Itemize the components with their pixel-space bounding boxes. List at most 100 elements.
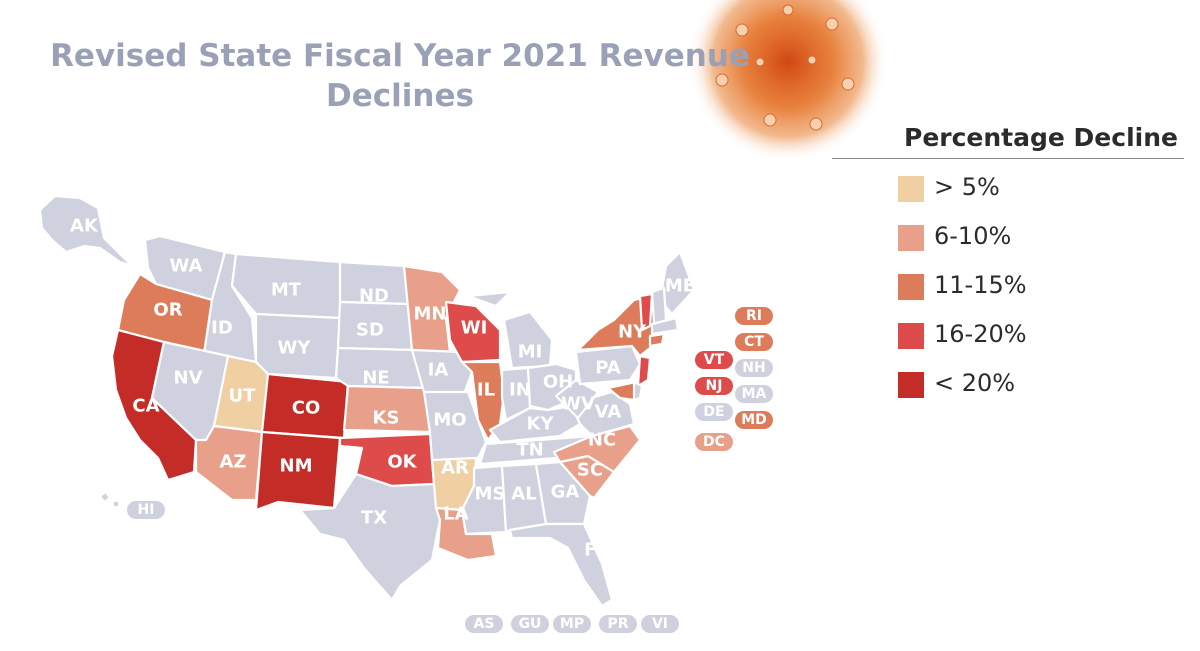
state-AK[interactable] (38, 194, 134, 268)
state-label-AR: AR (441, 458, 469, 479)
state-label-OH: OH (543, 372, 573, 393)
state-label-IA: IA (428, 360, 449, 381)
state-GA[interactable] (534, 460, 592, 526)
legend-label: 6-10% (934, 222, 1012, 250)
state-MO[interactable] (422, 390, 488, 462)
coronavirus-illustration (688, 0, 888, 162)
state-label-WY: WY (278, 338, 312, 359)
pill-label-HI: HI (138, 502, 155, 518)
state-NM[interactable] (254, 430, 342, 512)
pill-PR[interactable] (599, 615, 637, 633)
pill-MP[interactable] (553, 615, 591, 633)
pill-label-NH: NH (742, 360, 765, 376)
state-label-PA: PA (595, 358, 621, 379)
state-label-OK: OK (387, 452, 417, 473)
legend-title: Percentage Decline (904, 123, 1178, 152)
pill-label-RI: RI (746, 308, 762, 324)
legend-swatch (898, 225, 924, 251)
pill-DC[interactable] (695, 433, 733, 451)
state-label-UT: UT (229, 386, 257, 407)
legend-swatch (898, 372, 924, 398)
pill-label-CT: CT (744, 334, 764, 350)
state-label-AK: AK (70, 216, 99, 237)
pill-VT[interactable] (695, 351, 733, 369)
state-DE[interactable] (632, 380, 644, 402)
state-label-KS: KS (373, 408, 400, 429)
legend-label: 16-20% (934, 320, 1027, 348)
state-FL[interactable] (508, 522, 614, 608)
state-HI[interactable] (98, 490, 122, 510)
state-label-ME: ME (665, 276, 695, 297)
state-label-WA: WA (170, 256, 203, 277)
state-TX[interactable] (298, 472, 442, 602)
state-label-MN: MN (414, 304, 447, 325)
state-label-MI: MI (518, 342, 543, 363)
state-MI[interactable] (466, 290, 554, 370)
map-title-line-1: Revised State Fiscal Year 2021 Revenue (50, 38, 750, 74)
state-NJ[interactable] (636, 354, 652, 388)
pill-label-GU: GU (519, 616, 542, 632)
pill-label-NJ: NJ (706, 378, 723, 394)
state-label-NV: NV (174, 368, 203, 389)
state-label-LA: LA (443, 504, 468, 525)
state-label-IN: IN (509, 380, 531, 401)
state-label-WI: WI (461, 318, 488, 339)
pill-NH[interactable] (735, 359, 773, 377)
state-label-OR: OR (153, 300, 182, 321)
state-label-NE: NE (362, 368, 389, 389)
state-label-TN: TN (516, 440, 543, 461)
state-label-AL: AL (511, 484, 536, 505)
pill-label-VI: VI (652, 616, 668, 632)
pill-label-DC: DC (703, 434, 725, 450)
state-label-CA: CA (132, 396, 159, 417)
state-CT[interactable] (648, 332, 666, 348)
legend-swatch (898, 323, 924, 349)
state-label-CO: CO (292, 398, 321, 419)
state-label-ND: ND (359, 286, 389, 307)
legend-label: > 5% (934, 173, 1000, 201)
state-label-TX: TX (361, 508, 387, 529)
pill-DE[interactable] (695, 403, 733, 421)
pill-CT[interactable] (735, 333, 773, 351)
pill-AS[interactable] (465, 615, 503, 633)
state-WY[interactable] (254, 312, 342, 380)
map-title: Revised State Fiscal Year 2021 Revenue D… (40, 36, 760, 116)
pill-RI[interactable] (735, 307, 773, 325)
pill-HI[interactable] (127, 501, 165, 519)
pill-label-MA: MA (742, 386, 767, 402)
state-label-MS: MS (475, 484, 506, 505)
legend: Percentage Decline > 5% 6-10% 11-15% 16-… (832, 118, 1184, 398)
state-WI[interactable] (444, 300, 502, 364)
state-label-IL: IL (477, 380, 495, 401)
state-label-FL: FL (584, 540, 608, 561)
pill-MD[interactable] (735, 411, 773, 429)
pill-NJ[interactable] (695, 377, 733, 395)
state-label-NC: NC (588, 430, 616, 451)
state-VT[interactable] (638, 292, 654, 332)
state-label-NM: NM (280, 456, 313, 477)
pill-label-AS: AS (474, 616, 495, 632)
state-label-WV: WV (561, 394, 595, 415)
state-label-ID: ID (211, 318, 233, 339)
pill-label-VT: VT (704, 352, 725, 368)
legend-label: 11-15% (934, 271, 1027, 299)
map-title-line-2: Declines (326, 78, 474, 114)
pill-label-PR: PR (607, 616, 628, 632)
state-NH[interactable] (650, 286, 668, 326)
legend-swatch (898, 176, 924, 202)
state-label-NY: NY (618, 322, 647, 343)
pill-VI[interactable] (641, 615, 679, 633)
state-label-GA: GA (551, 482, 580, 503)
legend-label: < 20% (934, 369, 1016, 397)
legend-divider (832, 158, 1184, 159)
state-label-MT: MT (271, 280, 302, 301)
state-MA[interactable] (650, 316, 680, 336)
state-label-SC: SC (577, 460, 603, 481)
state-WV[interactable] (554, 378, 600, 420)
state-label-SD: SD (356, 320, 384, 341)
pill-GU[interactable] (511, 615, 549, 633)
state-label-KY: KY (527, 414, 555, 435)
pill-MA[interactable] (735, 385, 773, 403)
state-IA[interactable] (410, 348, 474, 396)
